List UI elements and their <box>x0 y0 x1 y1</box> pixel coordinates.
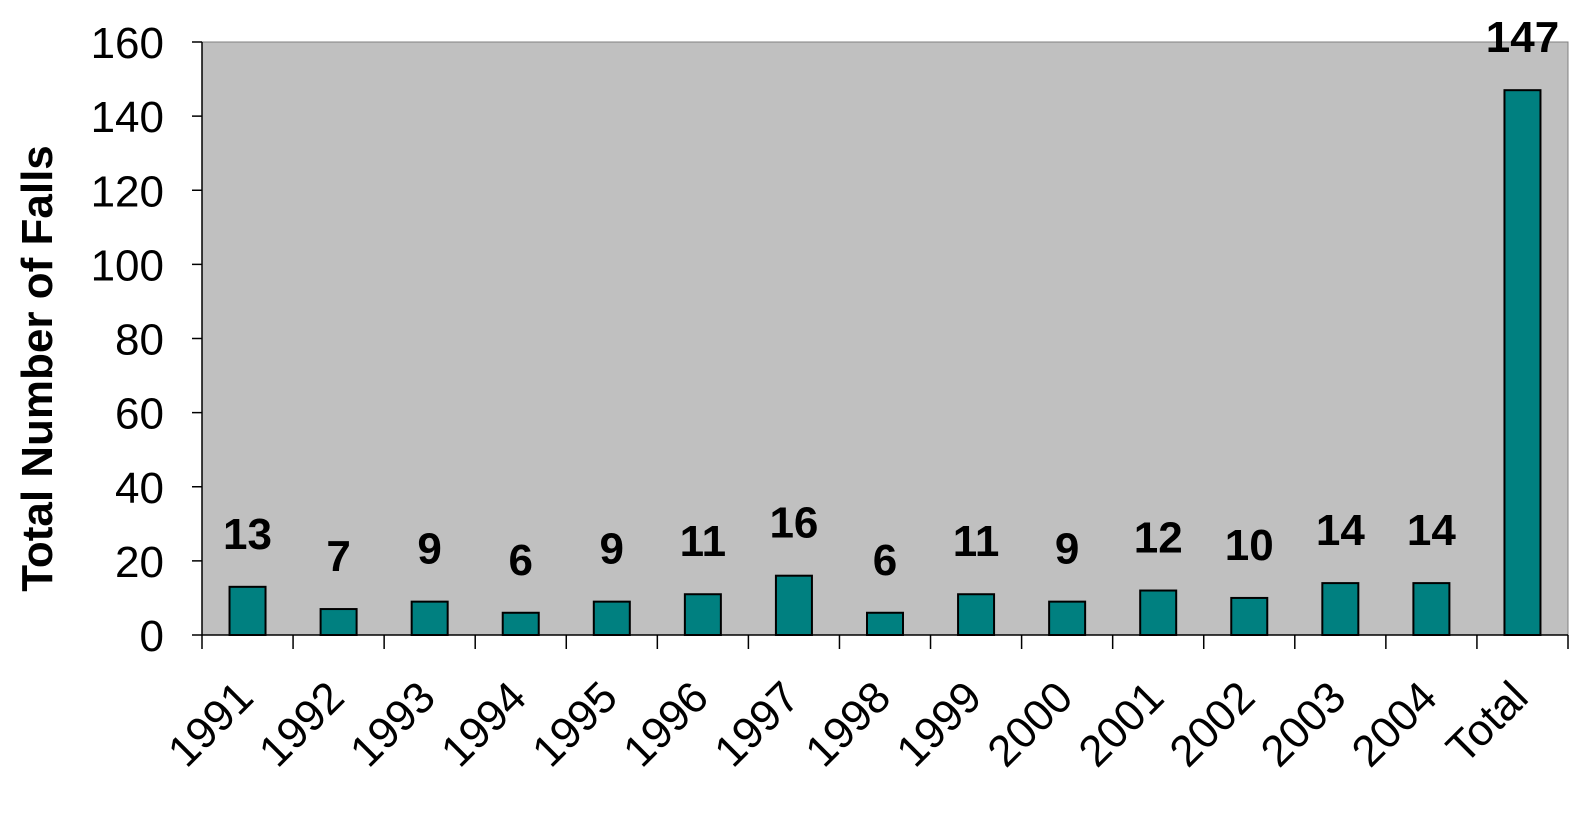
bar-Total <box>1503 89 1542 636</box>
data-label-2003: 14 <box>1316 506 1365 555</box>
plot-area <box>201 41 1569 636</box>
bar-2000 <box>1048 600 1087 636</box>
bar-2003 <box>1321 582 1360 636</box>
data-label-1994: 6 <box>508 536 532 585</box>
data-label-2004: 14 <box>1407 506 1456 555</box>
y-tick-label: 20 <box>115 538 164 587</box>
x-axis: 1991199219931994199519961997199819992000… <box>159 634 1569 776</box>
x-tick-label-1998: 1998 <box>796 672 900 776</box>
bar-1994 <box>501 611 540 637</box>
data-label-1998: 6 <box>873 536 897 585</box>
x-tick-label-1992: 1992 <box>250 672 354 776</box>
x-tick-label-2001: 2001 <box>1069 672 1173 776</box>
data-label-1991: 13 <box>223 510 272 559</box>
bar-1997 <box>774 574 813 637</box>
bar-1993 <box>410 600 449 636</box>
y-tick-label: 80 <box>115 316 164 365</box>
bars <box>228 89 1542 637</box>
bar-1992 <box>319 608 358 637</box>
x-tick-label-Total: Total <box>1437 672 1537 772</box>
bar-1996 <box>683 593 722 637</box>
bar-1999 <box>957 593 996 637</box>
data-label-1996: 11 <box>680 517 727 566</box>
x-tick-label-1997: 1997 <box>705 672 809 776</box>
data-label-2001: 12 <box>1134 514 1183 563</box>
y-tick-label: 100 <box>91 241 164 290</box>
x-tick-label-1999: 1999 <box>887 672 991 776</box>
data-label-1992: 7 <box>326 532 350 581</box>
x-tick-label-1994: 1994 <box>432 672 536 776</box>
y-axis-label: Total Number of Falls <box>13 145 62 592</box>
bar-1998 <box>866 611 904 637</box>
data-label-1997: 16 <box>769 499 818 548</box>
data-label-2002: 10 <box>1225 521 1274 570</box>
bar-2001 <box>1139 589 1178 637</box>
y-tick-label: 60 <box>115 390 164 439</box>
x-tick-label-1991: 1991 <box>159 672 263 776</box>
x-tick-label-1995: 1995 <box>523 672 627 776</box>
y-tick-label: 120 <box>91 167 164 216</box>
bar-1991 <box>228 585 267 636</box>
x-tick-label-1993: 1993 <box>341 672 445 776</box>
bar-2004 <box>1412 582 1451 636</box>
x-tick-label-2004: 2004 <box>1343 672 1447 776</box>
x-tick-label-2002: 2002 <box>1160 672 1264 776</box>
y-tick-label: 160 <box>91 19 164 68</box>
data-labels: 13 7 9 6 9 11 16 6 11 9 12 10 14 14 147 <box>223 13 1559 585</box>
y-axis: 0 20 40 60 80 100 120 140 160 <box>91 19 203 661</box>
y-tick-label: 140 <box>91 93 164 142</box>
data-label-1995: 9 <box>600 525 624 574</box>
x-tick-label-1996: 1996 <box>614 672 718 776</box>
data-label-2000: 9 <box>1055 525 1079 574</box>
x-tick-label-2003: 2003 <box>1252 672 1356 776</box>
y-tick-label: 40 <box>115 464 164 513</box>
data-label-1999: 11 <box>953 517 1000 566</box>
x-tick-label-2000: 2000 <box>978 672 1082 776</box>
data-label-1993: 9 <box>417 525 441 574</box>
bar-2002 <box>1230 596 1269 636</box>
bar-1995 <box>592 600 631 636</box>
data-label-Total: 147 <box>1486 13 1559 62</box>
y-tick-label: 0 <box>140 612 164 661</box>
